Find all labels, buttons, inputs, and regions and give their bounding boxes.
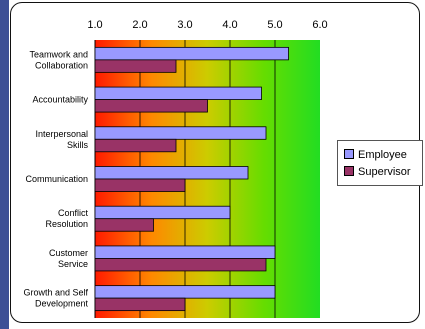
legend-label-supervisor: Supervisor (358, 166, 411, 178)
bar-supervisor (94, 178, 186, 192)
category-label: Conflict (58, 208, 89, 218)
category-label: Service (58, 259, 88, 269)
legend-label-employee: Employee (358, 149, 407, 161)
bar-supervisor (94, 218, 154, 232)
x-tick-label: 1.0 (87, 19, 102, 31)
left-accent-band (0, 0, 9, 329)
category-label: Communication (25, 174, 88, 184)
bar-employee (94, 285, 276, 299)
legend-swatch-supervisor (344, 166, 354, 176)
bar-supervisor (94, 138, 177, 153)
bar-employee (94, 86, 262, 100)
category-label: Skills (67, 140, 89, 150)
category-label: Development (35, 299, 89, 309)
x-tick-label: 2.0 (132, 19, 147, 31)
bar-supervisor (94, 99, 208, 113)
bar-employee (94, 205, 231, 220)
legend-item-employee: Employee (344, 148, 407, 162)
x-tick-label: 3.0 (177, 19, 192, 31)
bar-employee (94, 166, 249, 180)
legend: Employee Supervisor (337, 140, 423, 186)
bar-supervisor (94, 297, 186, 312)
x-tick-label: 4.0 (222, 19, 237, 31)
category-label: Resolution (45, 219, 88, 229)
bar-supervisor (94, 59, 177, 73)
x-tick-label: 6.0 (312, 19, 327, 31)
category-label: Interpersonal (35, 129, 88, 139)
bar-employee (94, 126, 267, 140)
category-label: Collaboration (35, 60, 88, 70)
category-label: Customer (49, 248, 88, 258)
x-tick-label: 5.0 (267, 19, 282, 31)
legend-swatch-employee (344, 149, 354, 159)
category-label: Teamwork and (29, 49, 88, 59)
legend-item-supervisor: Supervisor (344, 165, 411, 179)
category-label: Growth and Self (23, 288, 88, 298)
bar-supervisor (94, 258, 267, 272)
bar-employee (94, 46, 289, 61)
category-label: Accountability (32, 95, 88, 105)
bar-employee (94, 245, 276, 259)
